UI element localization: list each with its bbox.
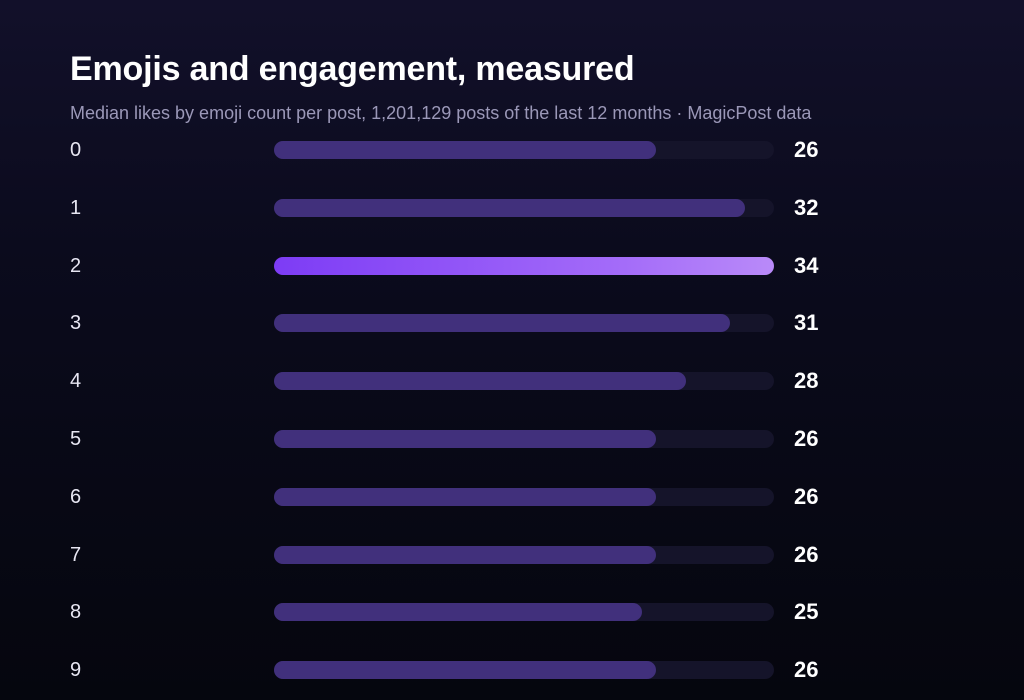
bar-row: 7 26 [0,540,1024,570]
value-label: 31 [794,310,819,336]
category-label: 8 [70,601,82,624]
value-label: 26 [794,541,819,567]
category-label: 0 [70,139,82,161]
category-label: 4 [70,370,82,393]
bar-row: 9 26 [0,655,1024,685]
bar [274,198,745,217]
category-label: 2 [70,254,82,277]
bar-track [274,661,774,680]
bar-row: 3 31 [0,308,1024,338]
bar-track [274,314,774,333]
value-label: 26 [794,137,819,162]
bar [274,314,730,333]
value-label: 34 [794,252,819,278]
bar [274,487,656,506]
bar-highlight [274,256,774,275]
bar [274,545,656,564]
bar-row: 2 34 [0,251,1024,281]
value-label: 28 [794,368,819,394]
bar-row: 6 26 [0,482,1024,512]
value-label: 26 [794,483,819,509]
bar-track [274,603,774,622]
bar [274,603,642,622]
value-label: 26 [794,657,819,683]
bar-track [274,372,774,391]
bar-row: 0 26 [0,135,1024,165]
bar-row: 8 25 [0,597,1024,627]
bar-track [274,487,774,506]
value-label: 26 [794,426,819,451]
bar-track [274,141,774,159]
bar-row: 4 28 [0,366,1024,396]
bar [274,430,656,448]
category-label: 9 [70,659,82,682]
category-label: 5 [70,428,82,450]
category-label: 7 [70,543,82,566]
bar-track [274,430,774,448]
chart-subtitle: Median likes by emoji count per post, 1,… [70,103,812,123]
bar-row: 5 26 [0,424,1024,454]
category-label: 6 [70,485,82,508]
category-label: 1 [70,196,82,219]
chart-title: Emojis and engagement, measured [70,50,635,88]
bar [274,141,656,159]
bar-track [274,545,774,564]
category-label: 3 [70,312,82,335]
bar [274,372,686,391]
value-label: 25 [794,599,819,625]
bar-track [274,256,774,275]
bar-track [274,198,774,217]
bar-row: 1 32 [0,193,1024,223]
bar [274,661,656,680]
value-label: 32 [794,194,819,220]
